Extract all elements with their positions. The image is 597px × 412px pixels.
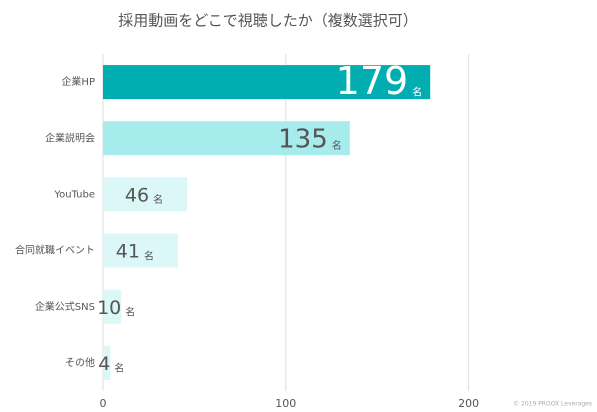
value-number: 179 (336, 59, 409, 103)
value-unit: 名 (125, 306, 135, 319)
bar (103, 121, 350, 156)
chart-title: 採用動画をどこで視聴したか（複数選択可） (118, 12, 418, 30)
bar (103, 65, 431, 100)
value-unit: 名 (412, 86, 422, 99)
value-unit: 名 (144, 249, 154, 262)
bar (103, 345, 111, 380)
value-number: 135 (278, 124, 328, 154)
value-label: 179 名 (336, 59, 423, 103)
bar (103, 233, 178, 268)
value-label: 46 名 (125, 184, 163, 206)
value-number: 41 (116, 240, 140, 262)
x-tick-label: 200 (458, 397, 479, 410)
y-tick-label: その他 (65, 356, 95, 369)
value-unit: 名 (332, 139, 342, 152)
x-tick-label: 100 (275, 397, 296, 410)
value-label: 41 名 (116, 240, 154, 262)
value-number: 10 (97, 296, 121, 318)
value-label: 135 名 (278, 124, 342, 154)
y-tick-label: 企業説明会 (45, 131, 95, 144)
footnote: © 2019 PROOX Leverages (513, 401, 592, 408)
y-tick-label: 企業公式SNS (35, 300, 95, 313)
value-unit: 名 (114, 362, 124, 375)
bar (103, 177, 188, 212)
value-unit: 名 (153, 193, 163, 206)
y-tick-label: YouTube (53, 189, 95, 200)
y-tick-label: 企業HP (61, 75, 95, 88)
value-label: 10 名 (97, 296, 135, 318)
value-number: 4 (98, 352, 110, 374)
x-tick-label: 0 (100, 397, 107, 410)
value-number: 46 (125, 184, 149, 206)
bar (103, 289, 122, 324)
y-tick-label: 合同就職イベント (15, 244, 95, 257)
